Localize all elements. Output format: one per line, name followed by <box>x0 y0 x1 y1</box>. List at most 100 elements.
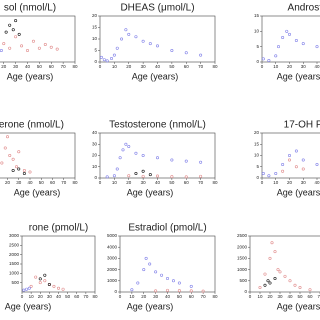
point <box>273 277 277 281</box>
y-tick-label: 15 <box>254 141 260 146</box>
point <box>34 275 38 279</box>
point <box>31 39 35 43</box>
x-axis-label: Age (years) <box>277 301 320 311</box>
plot-frame <box>99 15 216 63</box>
point <box>170 158 174 162</box>
point <box>294 39 298 43</box>
y-tick-label: 40 <box>92 130 98 135</box>
y-tick-label: 1000 <box>107 278 118 283</box>
point <box>281 169 285 173</box>
point <box>144 256 148 260</box>
x-tick-label: 40 <box>287 294 293 299</box>
point <box>28 170 32 174</box>
point <box>184 51 188 55</box>
x-tick-label: 40 <box>314 64 320 69</box>
point <box>294 149 298 153</box>
y-tick-label: 4000 <box>107 244 118 249</box>
x-tick-label: 60 <box>307 294 313 299</box>
point <box>189 284 193 288</box>
y-tick-label: 10 <box>254 29 260 34</box>
point <box>22 172 26 176</box>
y-tick-label: 3000 <box>107 256 118 261</box>
y-tick-label: 5000 <box>107 233 118 238</box>
point <box>156 156 160 160</box>
point <box>14 19 18 23</box>
point <box>99 55 103 59</box>
x-tick-label: 20 <box>267 294 273 299</box>
x-tick-label: 80 <box>212 180 218 185</box>
point <box>8 23 12 27</box>
y-tick-label: 15 <box>254 13 260 18</box>
x-tick-label: 30 <box>141 64 147 69</box>
point <box>22 288 26 292</box>
point <box>184 175 188 179</box>
x-tick-label: 30 <box>141 180 147 185</box>
point <box>43 43 47 47</box>
point <box>47 283 51 287</box>
point <box>134 151 138 155</box>
point <box>166 288 170 292</box>
point <box>170 48 174 52</box>
point <box>8 46 12 50</box>
x-axis-label: Age (years) <box>14 187 61 197</box>
point <box>160 273 164 277</box>
panel-title: terone (nmol/L) <box>0 120 64 131</box>
point <box>199 53 203 57</box>
plot-frame <box>0 15 76 63</box>
x-tick-label: 70 <box>198 180 204 185</box>
point <box>136 281 140 285</box>
x-tick-label: 40 <box>165 294 171 299</box>
x-axis-label: Age (years) <box>277 187 320 197</box>
point <box>121 148 125 152</box>
x-tick-label: 50 <box>65 294 71 299</box>
point <box>287 32 291 36</box>
point <box>11 169 15 173</box>
x-tick-label: 50 <box>169 180 175 185</box>
point <box>115 46 119 50</box>
x-axis-label: Age (years) <box>132 71 179 81</box>
x-tick-label: 20 <box>1 64 7 69</box>
x-tick-label: 40 <box>155 64 161 69</box>
x-tick-label: 10 <box>112 180 118 185</box>
point <box>189 289 193 293</box>
point <box>110 57 114 61</box>
point <box>17 32 21 36</box>
y-tick-label: 0 <box>94 59 97 64</box>
x-tick-label: 40 <box>314 180 320 185</box>
point <box>141 169 145 173</box>
x-tick-label: 40 <box>25 64 31 69</box>
y-tick-label: 1500 <box>9 261 20 266</box>
point <box>154 270 158 274</box>
point <box>37 46 41 50</box>
point <box>127 174 131 178</box>
x-axis-label: Age (years) <box>127 187 174 197</box>
x-tick-label: 40 <box>56 294 62 299</box>
point <box>154 289 158 293</box>
point <box>61 287 65 291</box>
plot-frame <box>99 132 216 179</box>
panel-title: rone (pmol/L) <box>29 223 88 234</box>
point <box>148 173 152 177</box>
point <box>156 44 160 48</box>
point <box>120 37 124 41</box>
point <box>0 161 4 165</box>
point <box>124 142 128 146</box>
point <box>274 54 278 58</box>
point <box>298 286 302 290</box>
panel-title: Testosterone (nmol/L) <box>109 120 206 131</box>
point <box>276 268 280 272</box>
x-tick-label: 10 <box>129 294 135 299</box>
y-tick-label: 30 <box>92 141 98 146</box>
x-tick-label: 20 <box>126 180 132 185</box>
point <box>184 159 188 163</box>
x-tick-label: 0 <box>261 64 264 69</box>
plot-frame <box>249 235 320 293</box>
point <box>134 35 138 39</box>
x-tick-label: 10 <box>257 294 263 299</box>
x-tick-label: 20 <box>38 294 44 299</box>
x-tick-label: 40 <box>27 180 33 185</box>
point <box>102 58 106 62</box>
point <box>199 174 203 178</box>
x-tick-label: 0 <box>99 64 102 69</box>
point <box>266 279 270 283</box>
